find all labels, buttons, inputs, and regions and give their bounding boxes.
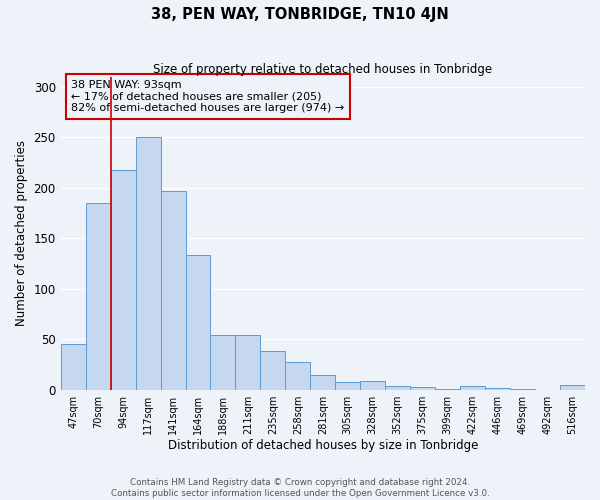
Bar bbox=[385, 386, 410, 390]
Text: 38 PEN WAY: 93sqm
← 17% of detached houses are smaller (205)
82% of semi-detache: 38 PEN WAY: 93sqm ← 17% of detached hous… bbox=[71, 80, 344, 113]
Bar bbox=[211, 335, 235, 390]
Bar bbox=[136, 138, 161, 390]
Bar bbox=[235, 335, 260, 390]
Bar bbox=[310, 374, 335, 390]
Bar bbox=[335, 382, 360, 390]
Text: Contains HM Land Registry data © Crown copyright and database right 2024.
Contai: Contains HM Land Registry data © Crown c… bbox=[110, 478, 490, 498]
Bar bbox=[110, 170, 136, 390]
Bar bbox=[61, 344, 86, 390]
Bar bbox=[560, 384, 585, 390]
Bar bbox=[161, 191, 185, 390]
Bar bbox=[410, 386, 435, 390]
Bar bbox=[360, 380, 385, 390]
Bar bbox=[185, 256, 211, 390]
Bar bbox=[460, 386, 485, 390]
X-axis label: Distribution of detached houses by size in Tonbridge: Distribution of detached houses by size … bbox=[167, 440, 478, 452]
Bar bbox=[86, 203, 110, 390]
Text: 38, PEN WAY, TONBRIDGE, TN10 4JN: 38, PEN WAY, TONBRIDGE, TN10 4JN bbox=[151, 8, 449, 22]
Bar bbox=[510, 388, 535, 390]
Y-axis label: Number of detached properties: Number of detached properties bbox=[15, 140, 28, 326]
Bar bbox=[286, 362, 310, 390]
Title: Size of property relative to detached houses in Tonbridge: Size of property relative to detached ho… bbox=[153, 62, 493, 76]
Bar bbox=[435, 388, 460, 390]
Bar bbox=[485, 388, 510, 390]
Bar bbox=[260, 352, 286, 390]
